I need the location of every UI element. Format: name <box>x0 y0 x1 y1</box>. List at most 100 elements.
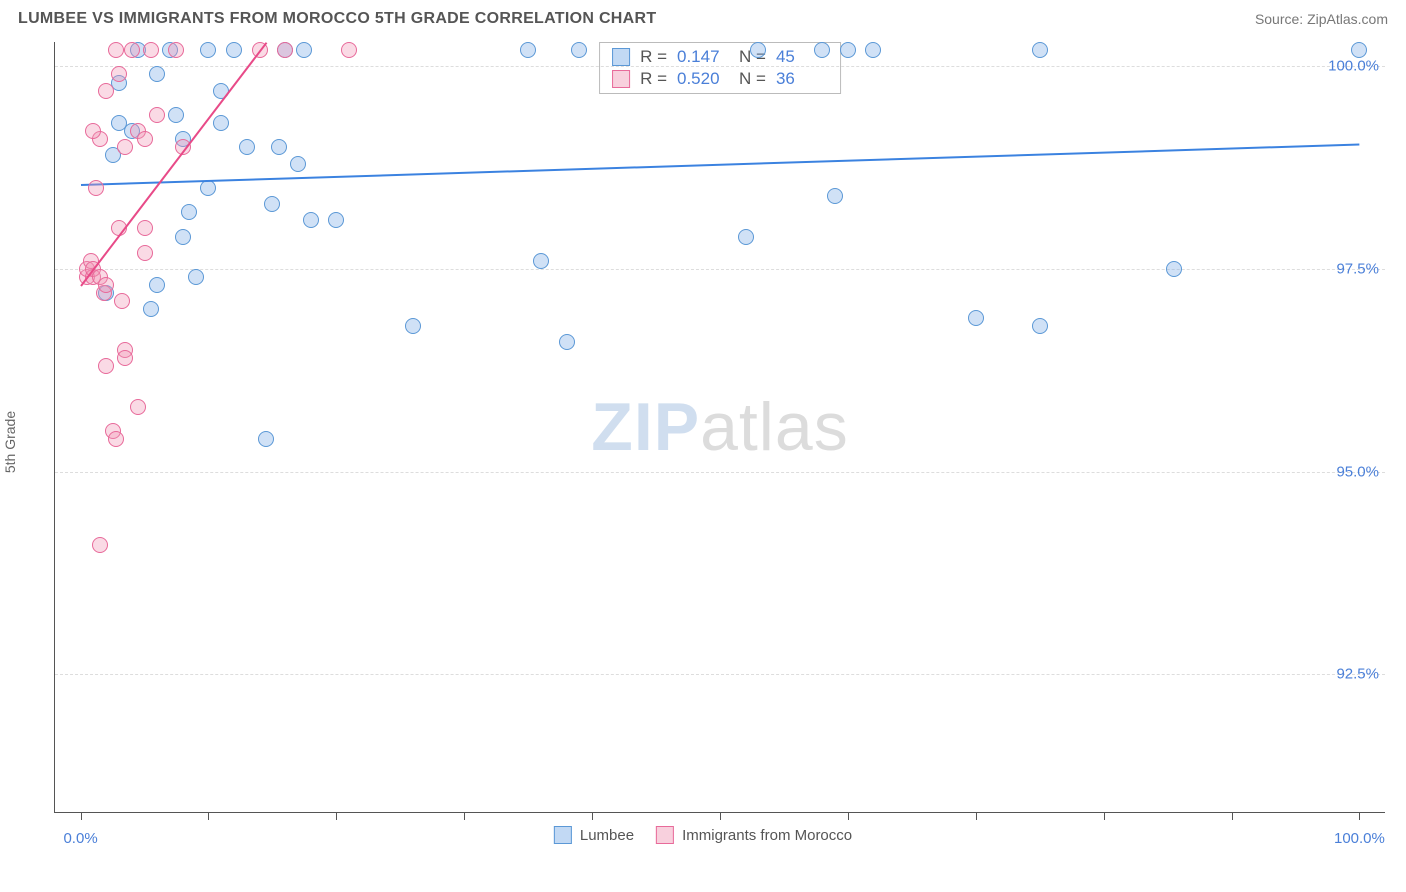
chart-title: LUMBEE VS IMMIGRANTS FROM MOROCCO 5TH GR… <box>18 10 656 28</box>
data-point <box>149 107 165 123</box>
data-point <box>738 229 754 245</box>
data-point <box>130 399 146 415</box>
data-point <box>200 180 216 196</box>
data-point <box>175 229 191 245</box>
plot-area: ZIPatlas R =0.147N =45R =0.520N =36 92.5… <box>54 42 1385 813</box>
data-point <box>277 42 293 58</box>
data-point <box>168 107 184 123</box>
data-point <box>149 66 165 82</box>
stats-row: R = 0.520 N = 36 <box>612 68 828 90</box>
data-point <box>98 277 114 293</box>
data-point <box>271 139 287 155</box>
data-point <box>258 431 274 447</box>
data-point <box>533 253 549 269</box>
swatch-icon <box>656 826 674 844</box>
data-point <box>571 42 587 58</box>
gridline <box>55 66 1385 67</box>
data-point <box>108 42 124 58</box>
swatch-icon <box>554 826 572 844</box>
gridline <box>55 472 1385 473</box>
swatch-icon <box>612 70 630 88</box>
x-tick <box>720 812 721 820</box>
x-tick-label: 0.0% <box>63 830 97 847</box>
y-tick-label: 100.0% <box>1328 58 1379 75</box>
y-axis-label: 5th Grade <box>2 411 18 473</box>
r-value: 0.147 <box>677 47 729 67</box>
data-point <box>1032 42 1048 58</box>
legend-label: Immigrants from Morocco <box>682 827 852 844</box>
watermark: ZIPatlas <box>591 388 848 466</box>
data-point <box>143 42 159 58</box>
data-point <box>827 188 843 204</box>
source-label: Source: ZipAtlas.com <box>1255 11 1388 27</box>
chart-container: 5th Grade ZIPatlas R =0.147N =45R =0.520… <box>18 32 1388 852</box>
stats-row: R =0.147N =45 <box>612 46 828 68</box>
legend: Lumbee Immigrants from Morocco <box>554 826 852 844</box>
data-point <box>137 131 153 147</box>
data-point <box>405 318 421 334</box>
data-point <box>98 358 114 374</box>
data-point <box>143 301 159 317</box>
x-tick <box>1232 812 1233 820</box>
data-point <box>264 196 280 212</box>
x-tick <box>592 812 593 820</box>
y-tick-label: 92.5% <box>1336 666 1379 683</box>
data-point <box>559 334 575 350</box>
stats-box: R =0.147N =45R =0.520N =36 <box>599 42 841 94</box>
data-point <box>968 310 984 326</box>
data-point <box>1032 318 1048 334</box>
r-label: R = <box>640 69 667 89</box>
data-point <box>226 42 242 58</box>
x-tick-label: 100.0% <box>1334 830 1385 847</box>
data-point <box>239 139 255 155</box>
data-point <box>117 139 133 155</box>
x-tick <box>464 812 465 820</box>
y-tick-label: 95.0% <box>1336 463 1379 480</box>
data-point <box>865 42 881 58</box>
data-point <box>814 42 830 58</box>
trend-line <box>80 42 267 286</box>
data-point <box>750 42 766 58</box>
data-point <box>124 42 140 58</box>
data-point <box>111 66 127 82</box>
data-point <box>341 42 357 58</box>
data-point <box>1166 261 1182 277</box>
r-value: 0.520 <box>677 69 729 89</box>
watermark-atlas: atlas <box>700 389 849 465</box>
data-point <box>328 212 344 228</box>
data-point <box>1351 42 1367 58</box>
x-tick <box>336 812 337 820</box>
legend-item: Immigrants from Morocco <box>656 826 852 844</box>
data-point <box>137 220 153 236</box>
x-tick <box>208 812 209 820</box>
legend-label: Lumbee <box>580 827 634 844</box>
data-point <box>181 204 197 220</box>
data-point <box>290 156 306 172</box>
n-label: N = <box>739 69 766 89</box>
x-tick <box>81 812 82 820</box>
data-point <box>92 537 108 553</box>
data-point <box>296 42 312 58</box>
data-point <box>114 293 130 309</box>
x-tick <box>976 812 977 820</box>
data-point <box>88 180 104 196</box>
x-tick <box>1104 812 1105 820</box>
header: LUMBEE VS IMMIGRANTS FROM MOROCCO 5TH GR… <box>0 0 1406 32</box>
data-point <box>213 115 229 131</box>
watermark-zip: ZIP <box>591 389 700 465</box>
data-point <box>188 269 204 285</box>
data-point <box>137 245 153 261</box>
data-point <box>520 42 536 58</box>
data-point <box>117 350 133 366</box>
r-label: R = <box>640 47 667 67</box>
y-tick-label: 97.5% <box>1336 260 1379 277</box>
n-value: 36 <box>776 69 828 89</box>
data-point <box>168 42 184 58</box>
data-point <box>98 83 114 99</box>
data-point <box>108 431 124 447</box>
x-tick <box>1359 812 1360 820</box>
swatch-icon <box>612 48 630 66</box>
data-point <box>85 123 101 139</box>
gridline <box>55 674 1385 675</box>
data-point <box>303 212 319 228</box>
